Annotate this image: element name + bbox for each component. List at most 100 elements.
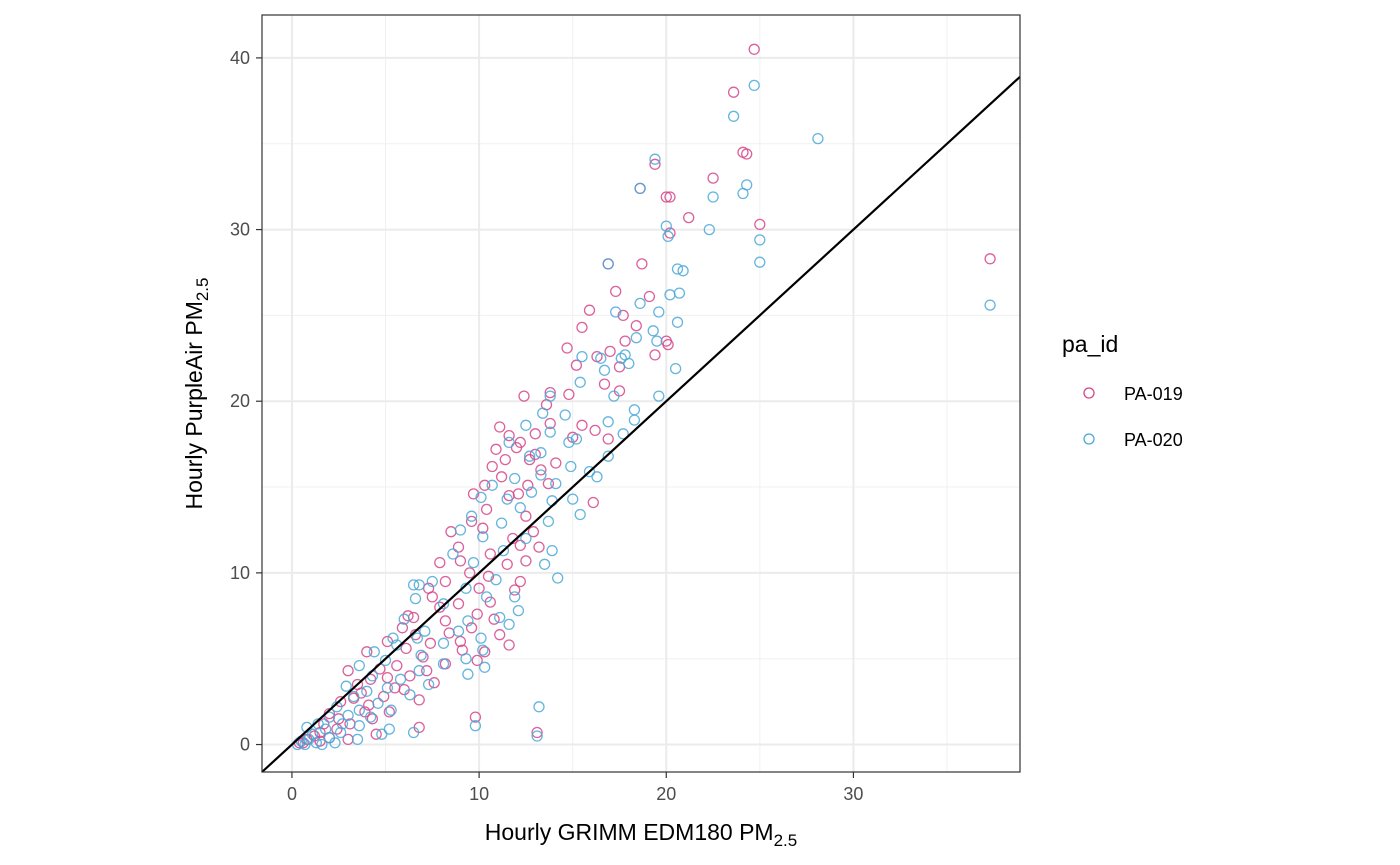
- data-point: [503, 429, 515, 442]
- y-axis-title-main: Hourly PurpleAir PM: [181, 301, 207, 509]
- data-point: [479, 479, 491, 491]
- data-point: [550, 477, 562, 490]
- data-point: [353, 704, 365, 716]
- data-point: [649, 158, 661, 170]
- panel-border: [261, 14, 1021, 773]
- data-point: [381, 682, 394, 694]
- data-point: [574, 376, 586, 388]
- data-point: [636, 258, 648, 270]
- data-point: [535, 464, 547, 476]
- data-point: [411, 632, 423, 644]
- data-point: [297, 737, 309, 749]
- data-point: [316, 738, 328, 751]
- data-point: [651, 335, 663, 347]
- data-point: [464, 567, 476, 579]
- data-point: [364, 711, 377, 723]
- data-point: [480, 591, 493, 603]
- data-point: [452, 625, 465, 637]
- legend-title: pa_id: [1062, 331, 1118, 357]
- data-point: [477, 522, 489, 534]
- data-point: [462, 668, 474, 680]
- x-tick-label: 10: [469, 784, 489, 804]
- data-point: [602, 416, 614, 428]
- data-point: [533, 701, 545, 713]
- data-point: [520, 555, 532, 567]
- data-point: [488, 613, 500, 625]
- data-point: [741, 148, 753, 160]
- data-point: [544, 386, 556, 399]
- data-point: [748, 79, 760, 92]
- data-point: [480, 503, 493, 516]
- data-point: [559, 409, 571, 421]
- data-point: [486, 460, 498, 473]
- data-point: [533, 541, 545, 553]
- legend-label: PA-019: [1124, 384, 1183, 404]
- data-point: [683, 211, 695, 224]
- data-point: [671, 316, 684, 328]
- data-point: [469, 720, 482, 732]
- data-point: [473, 582, 485, 594]
- data-point: [447, 548, 459, 560]
- legend: pa_id PA-019 PA-020: [1062, 331, 1183, 450]
- data-point: [494, 611, 506, 624]
- data-point: [424, 637, 437, 649]
- data-point: [703, 223, 715, 236]
- data-point: [520, 532, 532, 545]
- data-point: [630, 332, 642, 344]
- data-point: [376, 728, 388, 740]
- data-point: [664, 191, 676, 203]
- data-point: [484, 548, 496, 560]
- data-point: [421, 665, 433, 677]
- data-point: [310, 737, 322, 749]
- data-point: [402, 610, 414, 622]
- data-point: [602, 433, 614, 445]
- data-point: [544, 417, 556, 430]
- data-point: [660, 191, 672, 203]
- data-point: [617, 428, 629, 440]
- data-point: [570, 433, 583, 445]
- data-point: [509, 472, 521, 485]
- data-point: [604, 345, 616, 358]
- data-point: [494, 629, 506, 641]
- x-axis-title-subscript: 2.5: [774, 831, 798, 850]
- legend-label: PA-020: [1124, 430, 1183, 450]
- data-point: [754, 218, 766, 231]
- data-point: [396, 622, 409, 634]
- data-point: [748, 43, 760, 55]
- data-point: [439, 575, 452, 588]
- data-point: [465, 622, 478, 634]
- data-point: [531, 726, 543, 739]
- data-point: [340, 680, 352, 692]
- data-point: [576, 350, 588, 363]
- data-point: [587, 496, 599, 509]
- data-point: [546, 544, 558, 557]
- data-point: [727, 86, 740, 98]
- x-tick-label: 30: [843, 784, 863, 804]
- data-point: [503, 436, 515, 449]
- data-point: [520, 419, 532, 431]
- data-point: [351, 733, 364, 746]
- data-point: [495, 517, 508, 529]
- data-point: [608, 390, 620, 402]
- data-point: [669, 362, 682, 375]
- x-axis-title: Hourly GRIMM EDM180 PM2.5: [485, 819, 797, 850]
- data-point: [342, 709, 354, 722]
- data-point: [372, 697, 384, 709]
- data-point: [394, 673, 407, 685]
- legend-items: PA-019 PA-020: [1083, 384, 1183, 450]
- data-point: [653, 306, 665, 318]
- data-point: [428, 677, 440, 689]
- data-point: [494, 421, 506, 433]
- data-point: [570, 359, 583, 371]
- data-point: [329, 737, 341, 749]
- x-axis-title-main: Hourly GRIMM EDM180 PM: [485, 819, 774, 845]
- data-point: [366, 713, 379, 725]
- data-point: [610, 306, 622, 318]
- data-point: [737, 187, 749, 200]
- data-point: [383, 723, 395, 735]
- legend-key-pa-019: [1083, 387, 1095, 399]
- data-point: [510, 441, 523, 454]
- data-point: [419, 625, 431, 637]
- data-point: [602, 450, 614, 462]
